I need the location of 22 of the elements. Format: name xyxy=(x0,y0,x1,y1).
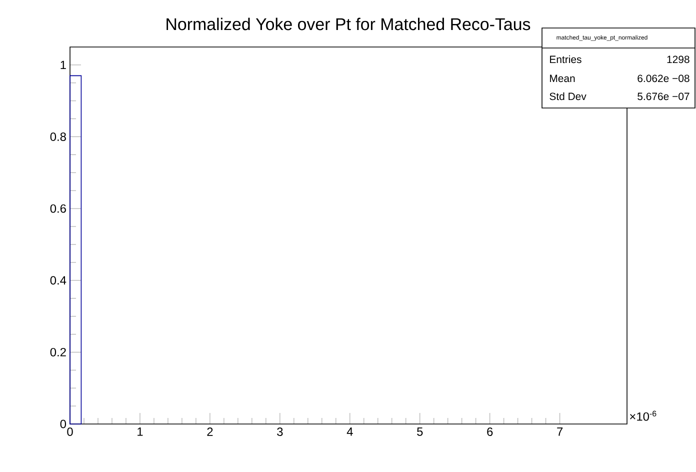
y-tick-label: 0 xyxy=(60,420,66,428)
y-tick-label: 0.2 xyxy=(50,348,66,356)
x-tick-label: 4 xyxy=(346,428,353,436)
x-tick-label: 7 xyxy=(557,428,563,436)
annotation: Mean xyxy=(550,74,575,82)
x-tick-label: 0 xyxy=(67,428,73,436)
x-tick-label: 6 xyxy=(487,428,493,436)
y-tick-label: 0.8 xyxy=(50,132,66,141)
annotation: Std Dev xyxy=(550,92,586,100)
x-tick-label: 3 xyxy=(277,428,283,436)
x-tick-label: 1 xyxy=(138,428,143,436)
chart-title: Normalized Yoke over Pt for Matched Reco-Taus xyxy=(166,18,530,30)
text: ×10$^{-6}$ xyxy=(630,410,656,421)
y-tick-label: 0.4 xyxy=(50,276,66,285)
y-tick-label: 0.6 xyxy=(50,204,66,213)
annotation: Entries xyxy=(550,55,582,64)
x-tick-label: 5 xyxy=(417,428,423,436)
x-tick-label: 2 xyxy=(207,428,213,436)
y-tick-label: 1 xyxy=(60,60,66,70)
text: 5.676e −07 xyxy=(638,92,690,100)
text: 6.062e −08 xyxy=(638,74,690,82)
text: 1298 xyxy=(667,56,690,64)
